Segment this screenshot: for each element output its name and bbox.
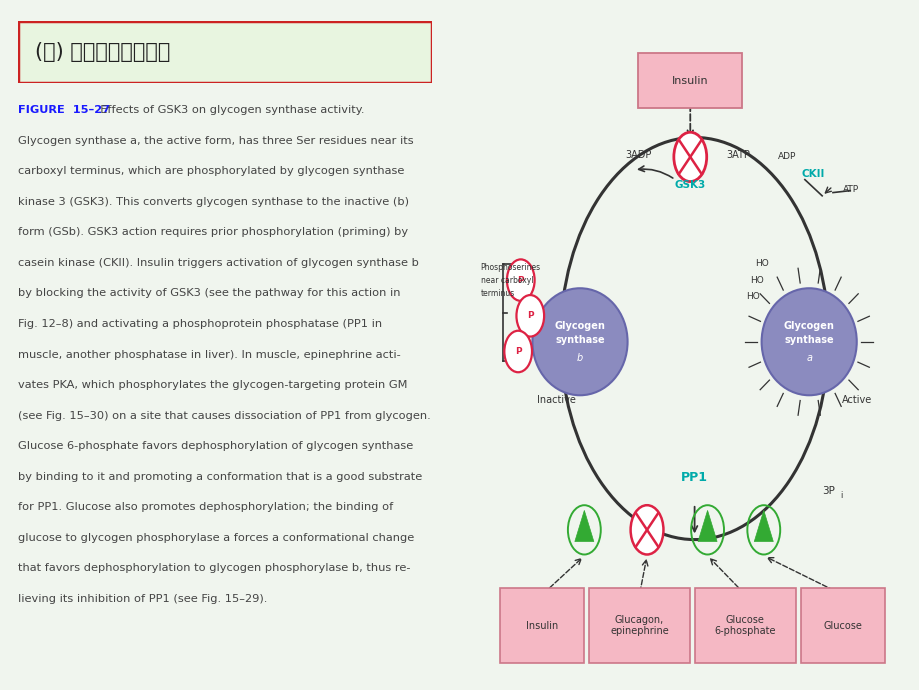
Ellipse shape [532, 288, 627, 395]
Polygon shape [698, 511, 716, 542]
Text: 3ATP: 3ATP [725, 150, 749, 160]
Text: Fig. 12–8) and activating a phosphoprotein phosphatase (PP1 in: Fig. 12–8) and activating a phosphoprote… [18, 319, 382, 329]
Text: synthase: synthase [784, 335, 834, 345]
Text: Phosphoserines: Phosphoserines [480, 263, 540, 272]
Text: P: P [516, 275, 524, 285]
Text: HO: HO [745, 292, 759, 301]
Text: synthase: synthase [554, 335, 604, 345]
Text: P: P [515, 347, 521, 356]
Text: PP1: PP1 [680, 471, 708, 484]
FancyBboxPatch shape [18, 21, 432, 83]
Text: Glucose
6-phosphate: Glucose 6-phosphate [714, 615, 776, 636]
Text: (二) 对糖原合酶的调控: (二) 对糖原合酶的调控 [35, 42, 170, 61]
Polygon shape [574, 511, 593, 542]
Text: b: b [576, 353, 583, 363]
Text: Active: Active [841, 395, 871, 405]
Text: Effects of GSK3 on glycogen synthase activity.: Effects of GSK3 on glycogen synthase act… [93, 105, 364, 115]
Text: by blocking the activity of GSK3 (see the pathway for this action in: by blocking the activity of GSK3 (see th… [18, 288, 401, 298]
Text: a: a [805, 353, 811, 363]
Circle shape [504, 331, 531, 372]
Text: 3ADP: 3ADP [625, 150, 651, 160]
Text: FIGURE  15–27: FIGURE 15–27 [18, 105, 110, 115]
Text: i: i [840, 491, 842, 500]
Text: Glucose 6-phosphate favors dephosphorylation of glycogen synthase: Glucose 6-phosphate favors dephosphoryla… [18, 441, 414, 451]
Text: muscle, another phosphatase in liver). In muscle, epinephrine acti-: muscle, another phosphatase in liver). I… [18, 350, 401, 359]
Text: Glycogen: Glycogen [554, 321, 605, 331]
Circle shape [673, 132, 706, 181]
Circle shape [630, 505, 663, 555]
Polygon shape [754, 511, 773, 542]
Text: Inactive: Inactive [536, 395, 575, 405]
FancyBboxPatch shape [694, 588, 795, 663]
Text: (see Fig. 15–30) on a site that causes dissociation of PP1 from glycogen.: (see Fig. 15–30) on a site that causes d… [18, 411, 431, 421]
Text: kinase 3 (GSK3). This converts glycogen synthase to the inactive (b): kinase 3 (GSK3). This converts glycogen … [18, 197, 409, 207]
Circle shape [506, 259, 534, 301]
Text: casein kinase (CKII). Insulin triggers activation of glycogen synthase b: casein kinase (CKII). Insulin triggers a… [18, 258, 419, 268]
Text: by binding to it and promoting a conformation that is a good substrate: by binding to it and promoting a conform… [18, 472, 422, 482]
Text: that favors dephosphorylation to glycogen phosphorylase b, thus re-: that favors dephosphorylation to glycoge… [18, 563, 411, 573]
Circle shape [516, 295, 543, 337]
Text: HO: HO [750, 275, 764, 285]
Ellipse shape [761, 288, 856, 395]
Text: ADP: ADP [777, 152, 796, 161]
Text: lieving its inhibition of PP1 (see Fig. 15–29).: lieving its inhibition of PP1 (see Fig. … [18, 594, 267, 604]
Text: Glycogen synthase a, the active form, has three Ser residues near its: Glycogen synthase a, the active form, ha… [18, 136, 414, 146]
Text: Insulin: Insulin [526, 620, 558, 631]
Text: ATP: ATP [842, 185, 858, 194]
Text: Glucose: Glucose [823, 620, 861, 631]
Text: Insulin: Insulin [671, 76, 708, 86]
Text: CKII: CKII [801, 170, 824, 179]
Text: near carboxyl: near carboxyl [480, 275, 532, 285]
FancyBboxPatch shape [638, 53, 742, 108]
Text: glucose to glycogen phosphorylase a forces a conformational change: glucose to glycogen phosphorylase a forc… [18, 533, 414, 543]
Text: Glucagon,
epinephrine: Glucagon, epinephrine [609, 615, 668, 636]
FancyBboxPatch shape [588, 588, 689, 663]
Text: GSK3: GSK3 [674, 180, 705, 190]
Text: terminus: terminus [480, 288, 515, 297]
Text: P: P [527, 311, 533, 320]
Text: form (GSb). GSK3 action requires prior phosphorylation (priming) by: form (GSb). GSK3 action requires prior p… [18, 227, 408, 237]
Text: for PP1. Glucose also promotes dephosphorylation; the binding of: for PP1. Glucose also promotes dephospho… [18, 502, 393, 512]
Text: carboxyl terminus, which are phosphorylated by glycogen synthase: carboxyl terminus, which are phosphoryla… [18, 166, 404, 176]
FancyBboxPatch shape [800, 588, 884, 663]
Text: 3P: 3P [822, 486, 834, 496]
Text: vates PKA, which phosphorylates the glycogen-targeting protein GM: vates PKA, which phosphorylates the glyc… [18, 380, 407, 390]
Text: Glycogen: Glycogen [783, 321, 834, 331]
FancyBboxPatch shape [500, 588, 584, 663]
Text: HO: HO [754, 259, 767, 268]
